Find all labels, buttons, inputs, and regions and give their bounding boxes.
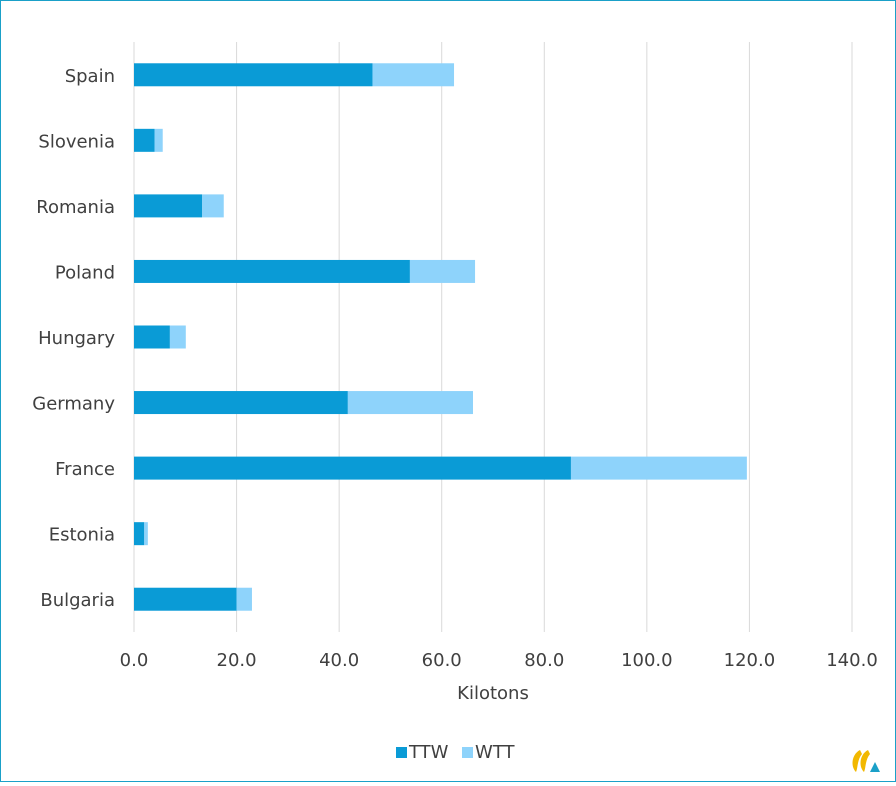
bar-ttw-romania bbox=[134, 194, 203, 218]
legend-swatch bbox=[396, 747, 407, 758]
legend-swatch bbox=[462, 747, 473, 758]
category-labels: Spain Slovenia Romania Poland Hungary Germany… bbox=[32, 66, 115, 611]
bar-wtt-spain bbox=[372, 63, 455, 87]
x-tick-labels: 0.0 20.0 40.0 60.0 80.0 100.0 120.0 140.0 bbox=[120, 650, 878, 671]
brand-logo-icon bbox=[852, 750, 880, 772]
legend: TTW WTT bbox=[396, 742, 515, 763]
x-tick-label: 140.0 bbox=[826, 650, 878, 671]
bar-ttw-spain bbox=[134, 63, 373, 87]
x-tick-label: 80.0 bbox=[524, 650, 564, 671]
category-label: Poland bbox=[55, 262, 115, 283]
category-label: Spain bbox=[65, 66, 115, 87]
x-tick-label: 40.0 bbox=[319, 650, 359, 671]
x-tick-label: 120.0 bbox=[724, 650, 776, 671]
bar-wtt-hungary bbox=[169, 325, 186, 349]
x-axis-label: Kilotons bbox=[457, 683, 529, 704]
category-label: Hungary bbox=[38, 328, 115, 349]
bar-wtt-romania bbox=[202, 194, 224, 218]
bars bbox=[134, 63, 747, 611]
x-tick-label: 0.0 bbox=[120, 650, 149, 671]
x-tick-label: 60.0 bbox=[422, 650, 462, 671]
legend-label: TTW bbox=[408, 742, 449, 763]
gridlines bbox=[133, 42, 853, 632]
bar-ttw-france bbox=[134, 456, 571, 480]
bar-ttw-slovenia bbox=[134, 128, 155, 152]
bar-ttw-germany bbox=[134, 391, 348, 415]
category-label: Bulgaria bbox=[40, 590, 115, 611]
x-tick-label: 100.0 bbox=[621, 650, 673, 671]
category-label: Estonia bbox=[49, 525, 115, 546]
bar-ttw-estonia bbox=[134, 522, 145, 546]
category-label: France bbox=[55, 459, 115, 480]
bar-wtt-france bbox=[570, 456, 747, 480]
category-label: Germany bbox=[32, 394, 115, 415]
bar-wtt-estonia bbox=[144, 522, 148, 546]
bar-wtt-germany bbox=[347, 391, 473, 415]
bar-ttw-hungary bbox=[134, 325, 170, 349]
bar-ttw-poland bbox=[134, 259, 410, 283]
x-tick-label: 20.0 bbox=[217, 650, 257, 671]
bar-wtt-bulgaria bbox=[236, 587, 252, 611]
category-label: Romania bbox=[36, 197, 115, 218]
category-label: Slovenia bbox=[38, 131, 115, 152]
bar-wtt-slovenia bbox=[154, 128, 163, 152]
bar-ttw-bulgaria bbox=[134, 587, 237, 611]
legend-label: WTT bbox=[475, 742, 515, 763]
bar-wtt-poland bbox=[409, 259, 476, 283]
